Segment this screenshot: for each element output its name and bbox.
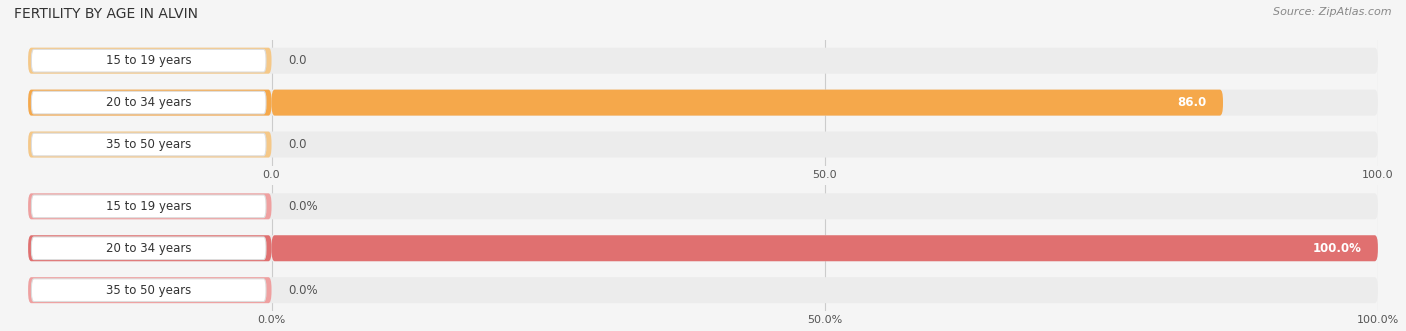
FancyBboxPatch shape — [28, 48, 1378, 74]
FancyBboxPatch shape — [31, 237, 266, 260]
FancyBboxPatch shape — [28, 193, 271, 219]
FancyBboxPatch shape — [28, 131, 1378, 158]
FancyBboxPatch shape — [28, 90, 1378, 116]
Text: Source: ZipAtlas.com: Source: ZipAtlas.com — [1274, 7, 1392, 17]
FancyBboxPatch shape — [31, 91, 266, 114]
Text: 100.0%: 100.0% — [1312, 242, 1361, 255]
FancyBboxPatch shape — [28, 90, 271, 116]
FancyBboxPatch shape — [271, 90, 1223, 116]
Text: 15 to 19 years: 15 to 19 years — [105, 54, 191, 67]
Text: 20 to 34 years: 20 to 34 years — [105, 242, 191, 255]
Text: 20 to 34 years: 20 to 34 years — [105, 96, 191, 109]
FancyBboxPatch shape — [28, 277, 1378, 303]
FancyBboxPatch shape — [31, 133, 266, 156]
FancyBboxPatch shape — [31, 279, 266, 302]
FancyBboxPatch shape — [28, 235, 1378, 261]
FancyBboxPatch shape — [271, 235, 1378, 261]
Text: 86.0: 86.0 — [1177, 96, 1206, 109]
Text: 35 to 50 years: 35 to 50 years — [105, 138, 191, 151]
Text: 35 to 50 years: 35 to 50 years — [105, 284, 191, 297]
FancyBboxPatch shape — [28, 193, 1378, 219]
FancyBboxPatch shape — [31, 49, 266, 72]
FancyBboxPatch shape — [28, 48, 271, 74]
Text: FERTILITY BY AGE IN ALVIN: FERTILITY BY AGE IN ALVIN — [14, 7, 198, 21]
Text: 15 to 19 years: 15 to 19 years — [105, 200, 191, 213]
Text: 0.0: 0.0 — [288, 138, 307, 151]
Text: 0.0%: 0.0% — [288, 200, 318, 213]
Text: 0.0%: 0.0% — [288, 284, 318, 297]
FancyBboxPatch shape — [28, 131, 271, 158]
FancyBboxPatch shape — [31, 195, 266, 218]
FancyBboxPatch shape — [28, 235, 271, 261]
Text: 0.0: 0.0 — [288, 54, 307, 67]
FancyBboxPatch shape — [28, 277, 271, 303]
